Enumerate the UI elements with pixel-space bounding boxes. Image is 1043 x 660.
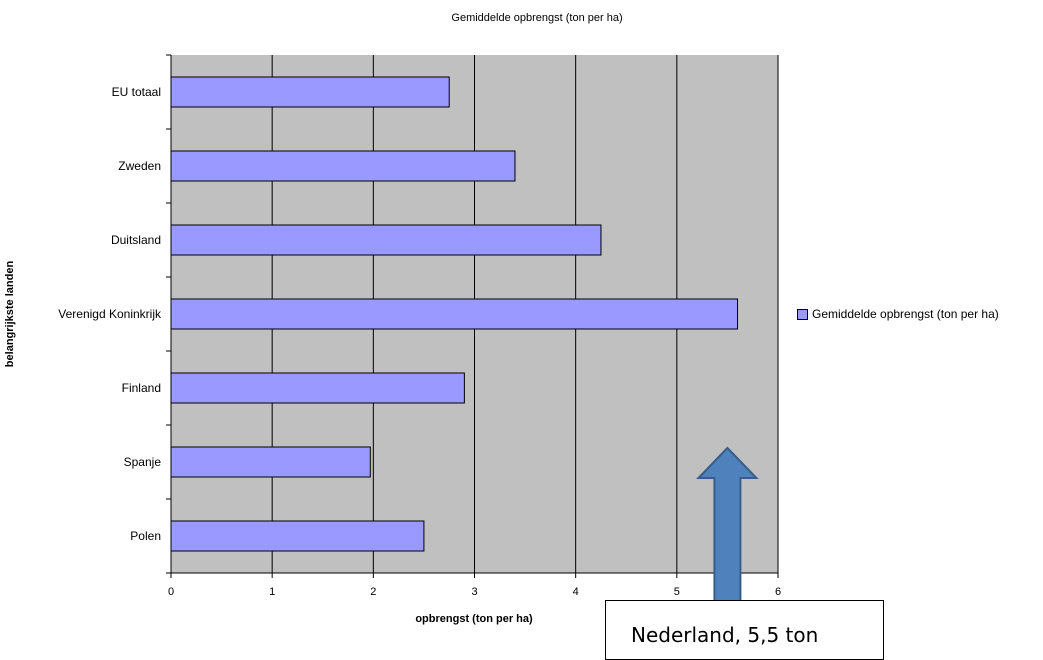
legend: Gemiddelde opbrengst (ton per ha) — [797, 307, 999, 321]
x-tick-label: 2 — [370, 586, 376, 598]
x-tick-label: 4 — [573, 586, 579, 598]
category-label: Polen — [130, 529, 161, 543]
bar — [170, 76, 450, 108]
category-label: Duitsland — [111, 233, 161, 247]
x-tick-labels: 0 1 2 3 4 5 6 — [168, 586, 781, 598]
legend-label: Gemiddelde opbrengst (ton per ha) — [812, 307, 999, 321]
x-tick-label: 3 — [471, 586, 477, 598]
x-tick-label: 0 — [168, 586, 174, 598]
category-label: Zweden — [118, 159, 161, 173]
annotation-callout: Nederland, 5,5 ton — [605, 600, 884, 660]
x-axis-label: opbrengst (ton per ha) — [415, 613, 533, 625]
x-tick-label: 1 — [269, 586, 275, 598]
x-tick-label: 6 — [775, 586, 781, 598]
axes — [166, 54, 779, 578]
bars — [170, 76, 739, 552]
bar — [170, 298, 739, 330]
legend-swatch — [797, 308, 808, 320]
bar — [170, 446, 371, 478]
category-label: Finland — [122, 381, 161, 395]
bar — [170, 224, 602, 256]
annotation-text: Nederland, 5,5 ton — [631, 623, 819, 647]
bar — [170, 520, 425, 552]
category-labels: EU totaal Zweden Duitsland Verenigd Koninkr… — [58, 85, 162, 543]
category-label: EU totaal — [112, 85, 161, 99]
chart-title: Gemiddelde opbrengst (ton per ha) — [451, 12, 622, 24]
bar — [170, 150, 516, 182]
y-axis-label: belangrijkste landen — [4, 261, 16, 368]
category-label: Verenigd Koninkrijk — [58, 307, 162, 321]
x-tick-label: 5 — [674, 586, 680, 598]
category-label: Spanje — [124, 455, 162, 469]
bar — [170, 372, 465, 404]
